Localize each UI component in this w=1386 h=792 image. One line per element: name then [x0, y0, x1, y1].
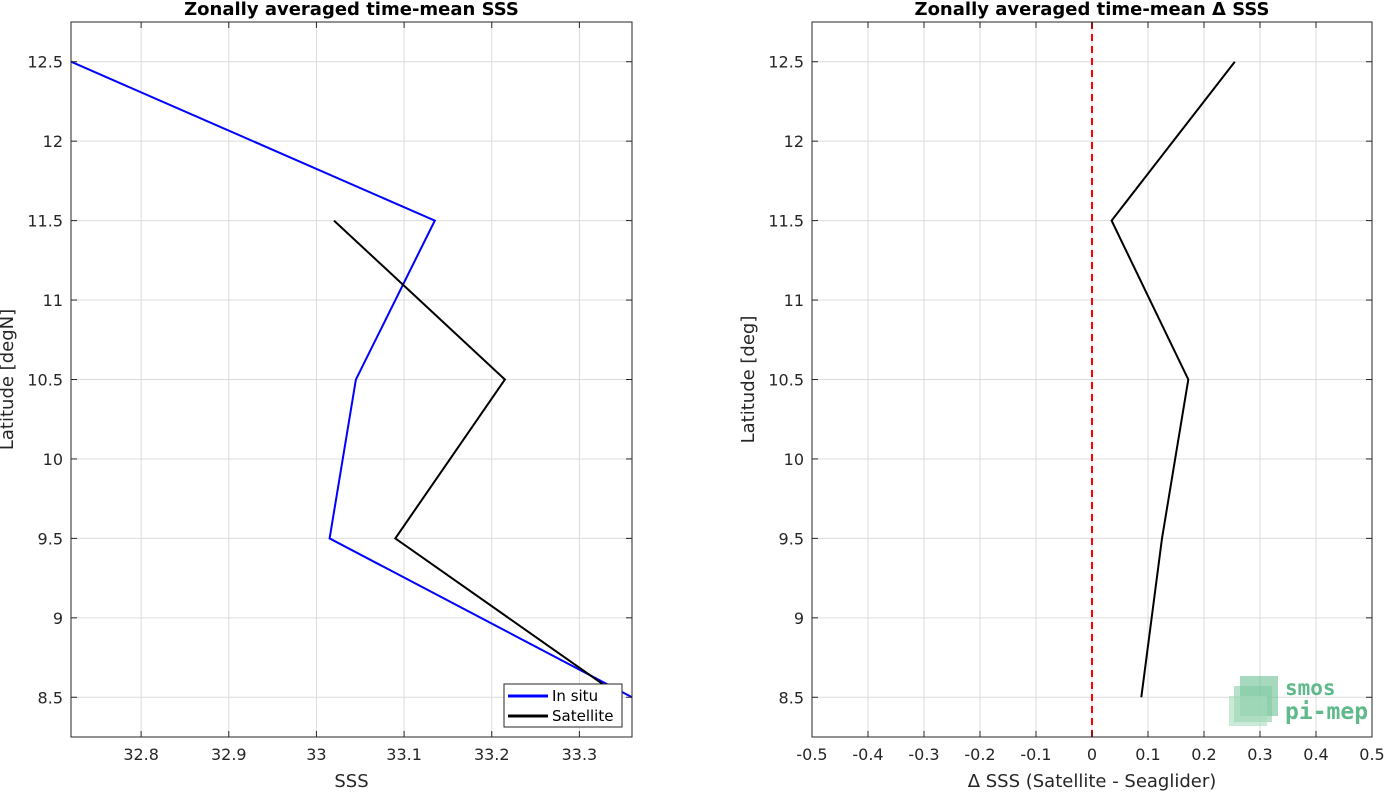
- sss-ytick-label-1: 9: [53, 609, 63, 628]
- delta-sss-panel-title: Zonally averaged time-mean Δ SSS: [915, 0, 1270, 20]
- delta-sss-ytick-label-7: 12: [784, 132, 804, 151]
- smos-pi-mep-logo: smos pi-mep: [1229, 676, 1368, 726]
- delta-sss-xtick-label-10: 0.5: [1359, 745, 1384, 764]
- delta-sss-ytick-label-3: 10: [784, 450, 804, 469]
- sss-panel: Zonally averaged time-mean SSS SSS Latit…: [0, 0, 633, 792]
- delta-sss-ytick-label-1: 9: [794, 609, 804, 628]
- sss-xtick-label-0: 32.8: [123, 745, 159, 764]
- delta-sss-xtick-label-7: 0.2: [1191, 745, 1216, 764]
- logo-text-smos: smos: [1285, 676, 1336, 700]
- sss-ytick-label-6: 11.5: [27, 212, 63, 231]
- delta-sss-ytick-label-8: 12.5: [768, 53, 804, 72]
- sss-ytick-label-5: 11: [43, 291, 63, 310]
- sss-ytick-label-2: 9.5: [38, 529, 63, 548]
- sss-panel-xlabel: SSS: [334, 771, 368, 792]
- delta-sss-panel-ylabel: Latitude [deg]: [738, 316, 759, 444]
- sss-ytick-label-0: 8.5: [38, 688, 63, 707]
- delta-sss-xtick-label-0: -0.5: [796, 745, 827, 764]
- delta-sss-ytick-label-0: 8.5: [779, 688, 804, 707]
- delta-sss-panel-xlabel: Δ SSS (Satellite - Seaglider): [968, 771, 1217, 792]
- delta-sss-xtick-label-5: 0: [1087, 745, 1097, 764]
- sss-ytick-label-7: 12: [43, 132, 63, 151]
- sss-line-satellite: [333, 219, 607, 688]
- sss-panel-ylabel: Latitude [degN]: [0, 309, 18, 450]
- legend-box: [503, 683, 623, 728]
- delta-sss-xtick-label-3: -0.2: [964, 745, 995, 764]
- delta-sss-line-series-0: [1110, 61, 1236, 698]
- sss-ytick-label-3: 10: [43, 450, 63, 469]
- sss-xtick-label-5: 33.3: [562, 745, 598, 764]
- delta-sss-xtick-label-6: 0.1: [1135, 745, 1160, 764]
- sss-xtick-label-2: 33: [306, 745, 326, 764]
- legend-label-satellite: Satellite: [552, 707, 613, 725]
- delta-sss-panel: Zonally averaged time-mean Δ SSS Δ SSS (…: [738, 0, 1385, 792]
- sss-ytick-label-4: 10.5: [27, 371, 63, 390]
- delta-sss-ytick-label-5: 11: [784, 291, 804, 310]
- delta-sss-ytick-label-6: 11.5: [768, 212, 804, 231]
- logo-text-pi-mep: pi-mep: [1285, 699, 1368, 725]
- delta-sss-xtick-label-8: 0.3: [1247, 745, 1272, 764]
- logo-graphic-front: [1229, 696, 1267, 726]
- delta-sss-xtick-label-1: -0.4: [852, 745, 883, 764]
- sss-xtick-label-1: 32.9: [211, 745, 247, 764]
- legend-label-in-situ: In situ: [552, 687, 598, 705]
- delta-sss-ytick-label-2: 9.5: [779, 529, 804, 548]
- delta-sss-ytick-label-4: 10.5: [768, 371, 804, 390]
- sss-xtick-label-4: 33.2: [474, 745, 510, 764]
- delta-sss-xtick-label-2: -0.3: [908, 745, 939, 764]
- delta-sss-xtick-label-4: -0.1: [1020, 745, 1051, 764]
- sss-panel-title: Zonally averaged time-mean SSS: [184, 0, 519, 20]
- delta-sss-xtick-label-9: 0.4: [1303, 745, 1328, 764]
- sss-legend: In situ Satellite: [503, 683, 623, 728]
- sss-ytick-label-8: 12.5: [27, 53, 63, 72]
- sss-line-in-situ: [71, 60, 632, 699]
- sss-xtick-label-3: 33.1: [386, 745, 422, 764]
